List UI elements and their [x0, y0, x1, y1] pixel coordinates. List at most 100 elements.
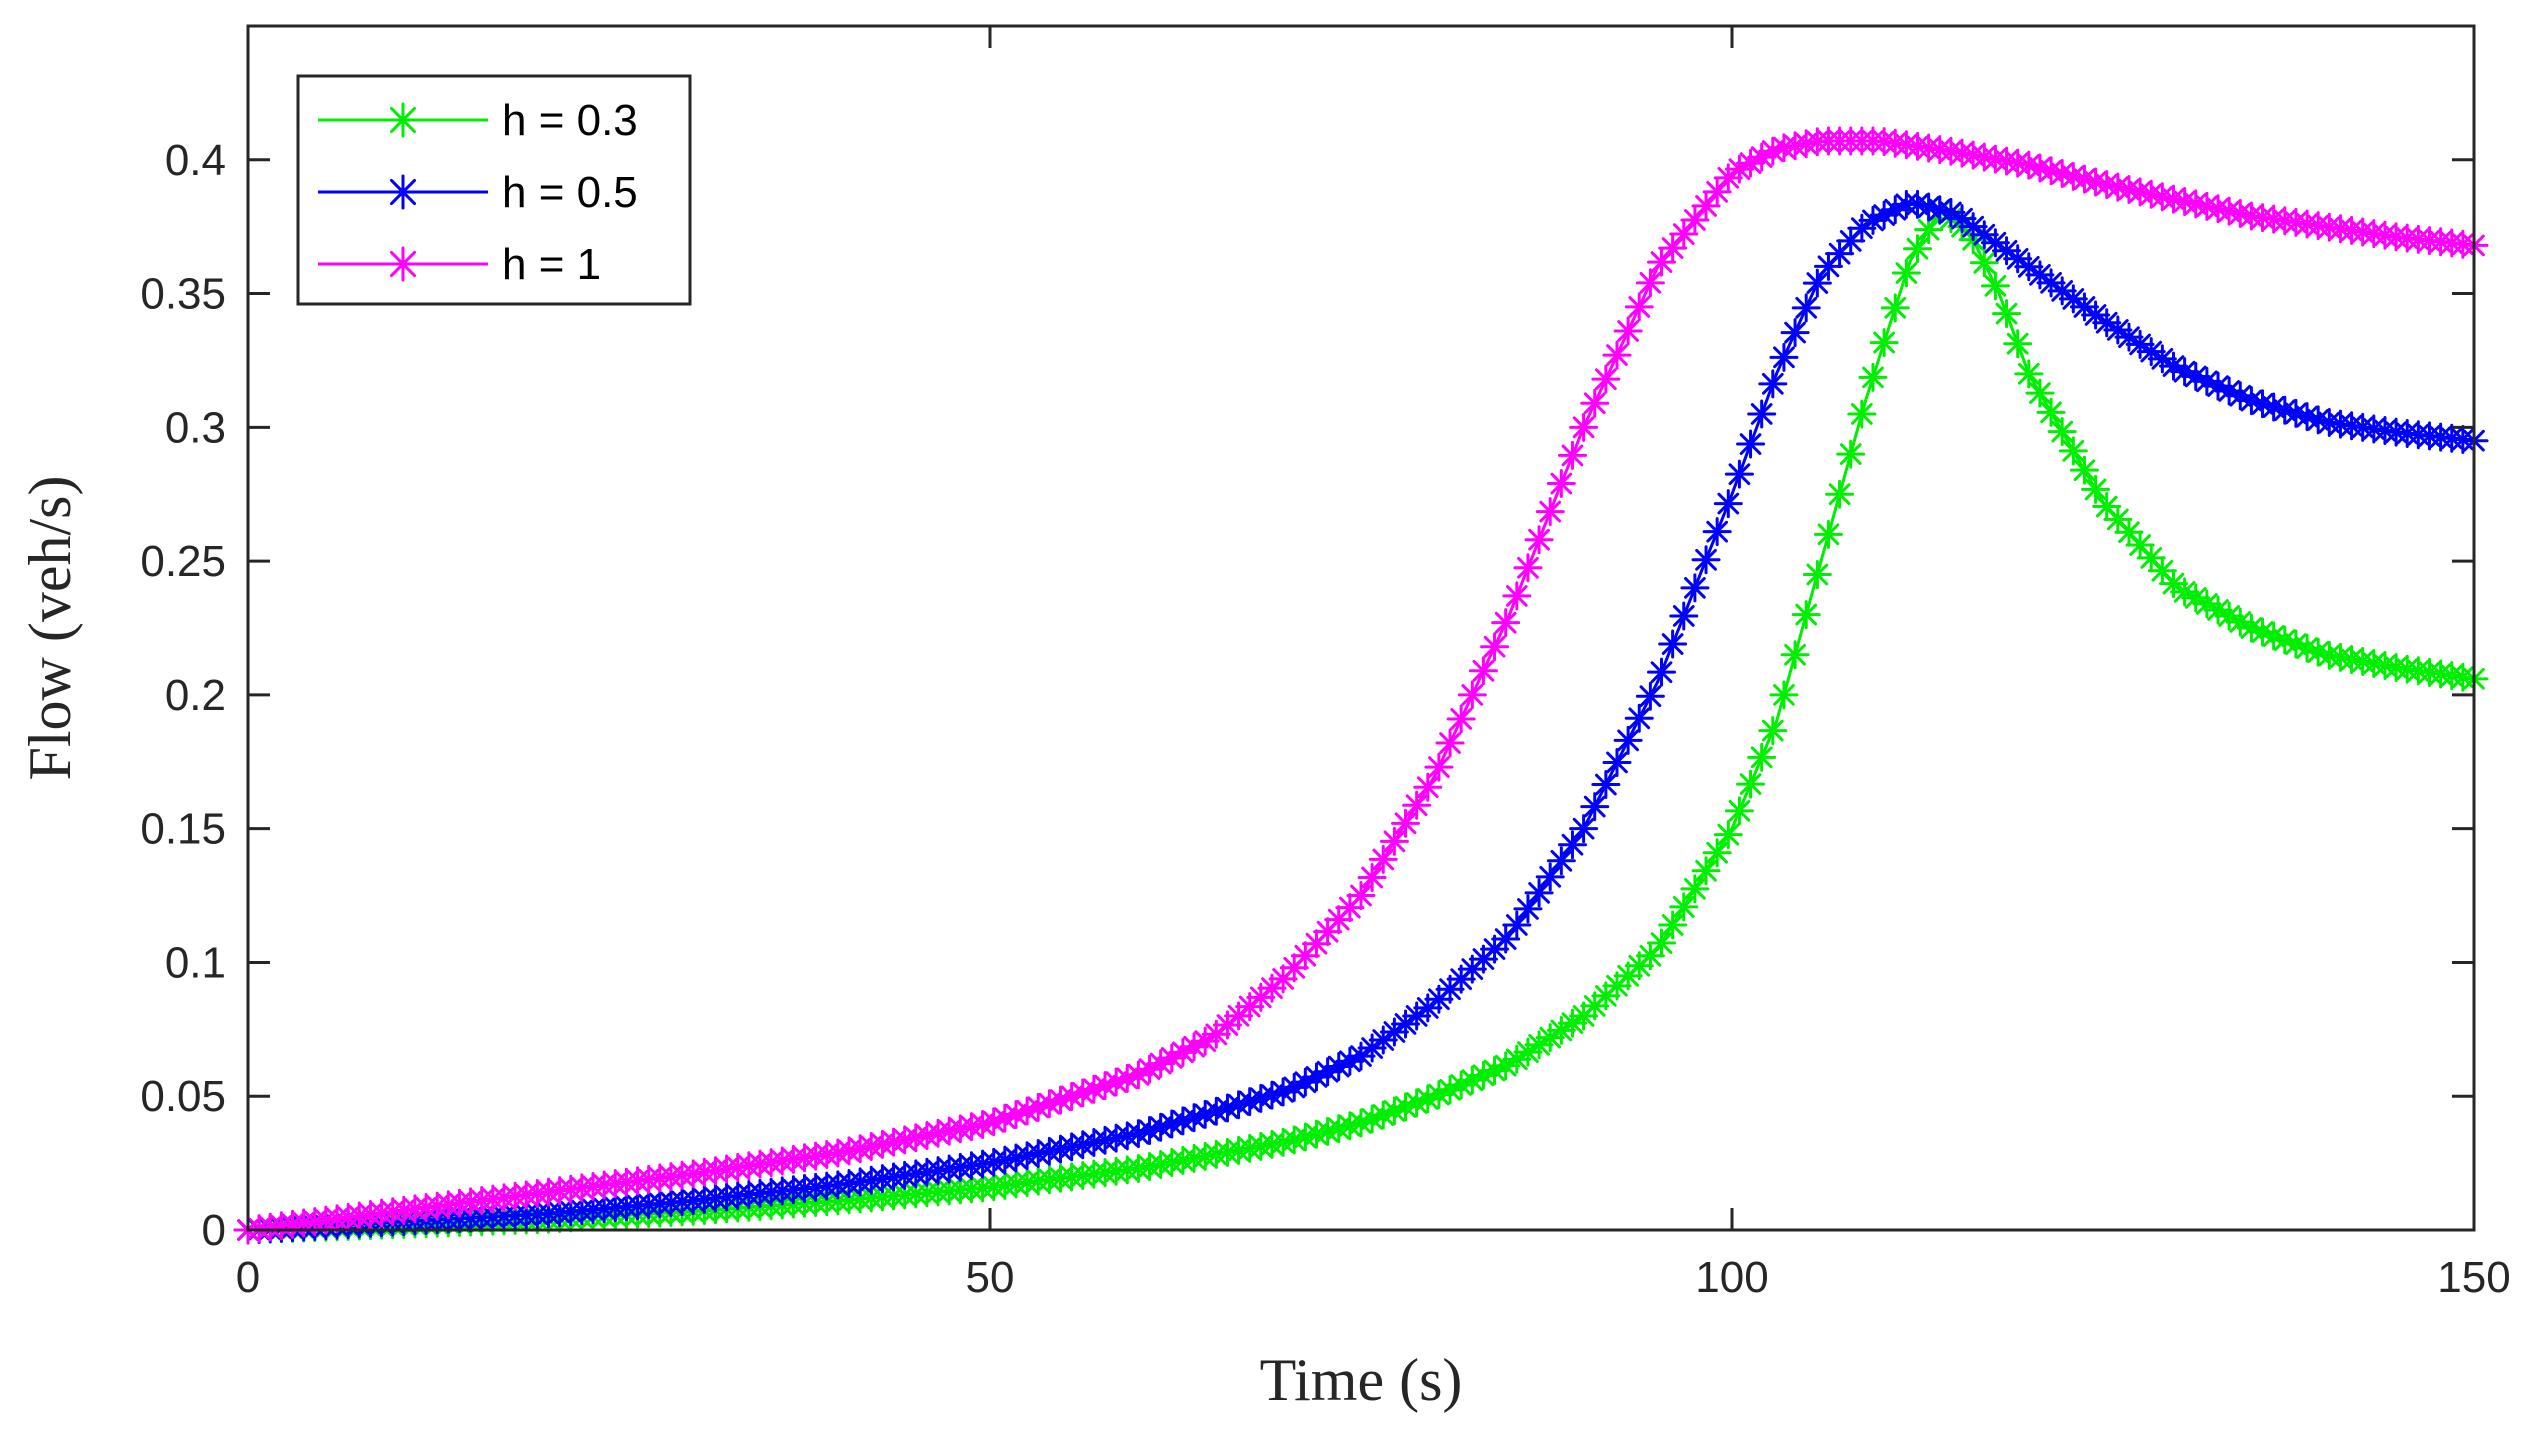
series-marker: [968, 1109, 998, 1139]
data-point: [1582, 1014, 1586, 1018]
series-marker: [1391, 808, 1421, 838]
data-point: [840, 1150, 844, 1154]
x-tick-label: 100: [1695, 1253, 1768, 1302]
series-marker: [1736, 429, 1766, 459]
legend-box: [296, 74, 692, 306]
y-tick-label: 0.15: [140, 805, 226, 854]
series-marker: [1980, 271, 2010, 301]
series-marker: [1491, 608, 1521, 638]
x-ticks: 0 50 100 150: [236, 26, 2511, 1302]
series-marker: [1480, 1056, 1510, 1086]
data-point: [1730, 171, 1734, 175]
series-marker: [1101, 1067, 1131, 1097]
data-point: [2101, 500, 2105, 504]
data-point: [1997, 243, 2001, 247]
data-point: [1433, 773, 1437, 777]
series-2: [233, 189, 2489, 1245]
series-marker: [1502, 581, 1532, 611]
series-marker: [1168, 1037, 1198, 1067]
series-marker: [1680, 205, 1710, 235]
series-marker: [1724, 459, 1754, 489]
data-point: [1997, 292, 2001, 296]
data-point: [2249, 399, 2253, 403]
series-marker: [2248, 203, 2278, 233]
series-marker: [1891, 258, 1921, 288]
data-point: [1819, 559, 1823, 563]
series-marker: [1468, 656, 1498, 686]
data-point: [1582, 425, 1586, 429]
data-point: [988, 1185, 992, 1189]
data-point: [543, 1191, 547, 1195]
series-marker: [1279, 953, 1309, 983]
series-marker: [1491, 924, 1521, 954]
series-marker: [1157, 1109, 1187, 1139]
series-marker: [1992, 299, 2022, 329]
data-point: [1656, 680, 1660, 684]
data-point: [2249, 214, 2253, 218]
series-marker: [1591, 770, 1621, 800]
series-marker: [1535, 862, 1565, 892]
data-point: [2324, 420, 2328, 424]
series-marker: [1635, 268, 1665, 298]
data-point: [988, 1121, 992, 1125]
series-marker: [1691, 191, 1721, 221]
series-marker: [1658, 629, 1688, 659]
data-point: [1878, 139, 1882, 143]
data-point: [1136, 1073, 1140, 1077]
series-marker: [1869, 328, 1899, 358]
series-marker: [1825, 479, 1855, 509]
data-point: [1656, 947, 1660, 951]
series-marker: [1513, 553, 1543, 583]
series-marker: [1680, 573, 1710, 603]
axes-box: [246, 24, 2476, 1232]
series-marker: [1602, 340, 1632, 370]
series-marker: [1736, 769, 1766, 799]
series-marker: [1513, 894, 1543, 924]
series-marker: [1546, 469, 1576, 499]
data-point: [1656, 265, 1660, 269]
series-marker: [1424, 752, 1454, 782]
x-tick-label: 150: [2437, 1253, 2510, 1302]
series-marker: [1880, 195, 1910, 225]
series-marker: [1480, 632, 1510, 662]
series-marker: [1613, 725, 1643, 755]
series-marker: [2270, 625, 2300, 655]
series-marker: [1802, 559, 1832, 589]
y-tick-label: 0.3: [165, 403, 226, 452]
data-point: [1953, 150, 1957, 154]
series-marker: [1791, 293, 1821, 323]
series-marker: [1691, 856, 1721, 886]
series-marker: [1602, 747, 1632, 777]
series-marker: [1212, 1010, 1242, 1040]
y-tick-label: 0.2: [165, 671, 226, 720]
series-marker: [1324, 1052, 1354, 1082]
data-point: [988, 1161, 992, 1165]
data-point: [1359, 1054, 1363, 1058]
data-point: [840, 1183, 844, 1187]
series-marker: [1758, 369, 1788, 399]
x-tick-label: 0: [236, 1253, 260, 1302]
series-marker: [1580, 388, 1610, 418]
series-marker: [1914, 215, 1944, 245]
series-marker: [1357, 862, 1387, 892]
series-marker: [1546, 846, 1576, 876]
data-point: [1136, 1132, 1140, 1136]
series-marker: [2047, 417, 2077, 447]
data-point: [1864, 222, 1868, 226]
data-point: [1908, 259, 1912, 263]
series-marker: [1791, 600, 1821, 630]
data-point: [1211, 1035, 1215, 1039]
y-tick-label: 0.4: [165, 136, 226, 185]
data-point: [2398, 666, 2402, 670]
data-point: [1433, 1094, 1437, 1098]
series-marker: [1658, 910, 1688, 940]
series-marker: [1402, 790, 1432, 820]
y-tick-label: 0: [202, 1206, 226, 1255]
legend-entry: h = 1: [318, 240, 601, 289]
series-marker: [1747, 742, 1777, 772]
series-marker: [1557, 830, 1587, 860]
series-marker: [1524, 878, 1554, 908]
series-marker: [1669, 892, 1699, 922]
series-marker: [1880, 293, 1910, 323]
